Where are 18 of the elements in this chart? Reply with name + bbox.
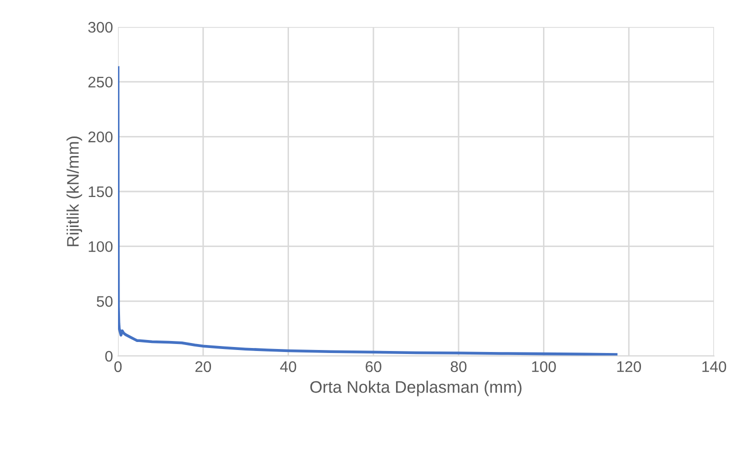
y-tick-label: 100	[88, 241, 113, 252]
line-series	[118, 66, 618, 356]
y-tick-label: 250	[88, 76, 113, 88]
x-tick-label: 40	[280, 361, 296, 372]
y-tick-label: 50	[96, 296, 113, 307]
x-tick-label: 60	[366, 361, 382, 372]
y-axis-title: Rijitlik (kN/mm)	[66, 136, 82, 246]
x-tick-label: 0	[114, 361, 122, 372]
x-axis-title: Orta Nokta Deplasman (mm)	[310, 380, 522, 396]
y-tick-label: 300	[88, 22, 113, 33]
x-tick-label: 140	[702, 361, 726, 372]
y-tick-label: 200	[88, 132, 113, 142]
y-tick-label: 150	[88, 186, 113, 198]
y-tick-label: 0	[105, 350, 113, 362]
x-tick-label: 20	[195, 361, 212, 372]
x-tick-label: 100	[532, 361, 556, 372]
x-tick-label: 80	[450, 361, 466, 372]
x-tick-label: 120	[617, 361, 642, 372]
